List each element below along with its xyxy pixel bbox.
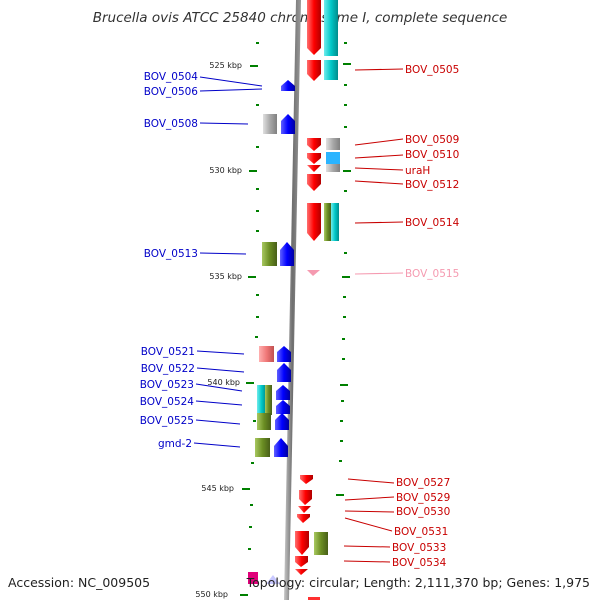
gene-arrow-gmd-2 <box>274 438 288 457</box>
gene-arrow-lavender <box>266 575 280 584</box>
scale-label-535: 535 kbp <box>209 272 242 281</box>
label-BOV_0529[interactable]: BOV_0529 <box>396 492 450 504</box>
gene-arrow-BOV_0522 <box>277 363 291 382</box>
gene-arrow-BOV_0530 <box>298 506 311 513</box>
feature-BOV_0513-olive <box>262 242 277 266</box>
feature-magenta <box>248 572 258 584</box>
gene-arrow-BOV_0521 <box>277 346 291 362</box>
gene-arrow-BOV_0529 <box>299 490 312 505</box>
scale-label-545: 545 kbp <box>201 484 234 493</box>
gene-arrow-BOV_0513 <box>280 242 294 266</box>
label-BOV_0521[interactable]: BOV_0521 <box>141 346 195 358</box>
label-uraH[interactable]: uraH <box>405 165 430 177</box>
gene-arrow-BOV_0505 <box>307 60 321 81</box>
label-BOV_0515[interactable]: BOV_0515 <box>405 268 459 280</box>
feature-BOV_0514-cyan <box>331 203 339 241</box>
gene-arrow-uraH <box>307 165 321 172</box>
label-BOV_0509[interactable]: BOV_0509 <box>405 134 459 146</box>
gene-arrow-BOV_0508 <box>281 114 295 134</box>
label-BOV_0522[interactable]: BOV_0522 <box>141 363 195 375</box>
gene-arrow-BOV_0534 <box>295 556 308 567</box>
gene-arrow-BOV_0523 <box>276 385 290 400</box>
leader-line-BOV_0515 <box>354 272 404 275</box>
label-BOV_0510[interactable]: BOV_0510 <box>405 149 459 161</box>
feature-bottom-red <box>308 597 320 600</box>
reverse-features <box>295 0 340 600</box>
gene-arrow-top <box>307 0 321 55</box>
label-BOV_0533[interactable]: BOV_0533 <box>392 542 446 554</box>
label-BOV_0508[interactable]: BOV_0508 <box>144 118 198 130</box>
feature-BOV_0505-cyan <box>324 60 338 80</box>
gene-arrow-BOV_0509 <box>307 138 321 151</box>
gene-arrow-BOV_0512 <box>307 174 321 191</box>
label-BOV_0505[interactable]: BOV_0505 <box>405 64 459 76</box>
label-BOV_0514[interactable]: BOV_0514 <box>405 217 460 229</box>
feature-BOV_0533-olive <box>314 532 328 555</box>
forward-features <box>248 80 295 584</box>
gene-arrow-BOV_0533 <box>295 531 309 555</box>
label-BOV_0524[interactable]: BOV_0524 <box>140 396 195 408</box>
gene-arrow-BOV_0534b <box>295 569 308 575</box>
label-BOV_0523[interactable]: BOV_0523 <box>140 379 194 391</box>
gene-arrow-BOV_0510 <box>307 153 321 164</box>
gene-arrow-BOV_0527 <box>300 475 313 484</box>
gene-arrow-BOV_0514 <box>307 203 321 241</box>
feature-BOV_0510-cyan <box>326 152 340 164</box>
gene-arrow-BOV_0506 <box>281 80 295 91</box>
label-BOV_0534[interactable]: BOV_0534 <box>392 557 447 569</box>
feature-BOV_0525-olive <box>257 413 271 430</box>
feature-BOV_0509-gray <box>326 138 340 150</box>
feature-BOV_0508-gray <box>263 114 277 134</box>
label-BOV_0527[interactable]: BOV_0527 <box>396 477 450 489</box>
gene-arrow-BOV_0524 <box>276 400 290 414</box>
feature-BOV_0514-olive <box>324 203 331 241</box>
label-BOV_0525[interactable]: BOV_0525 <box>140 415 194 427</box>
feature-top-cyan <box>324 0 338 56</box>
label-BOV_0531[interactable]: BOV_0531 <box>394 526 448 538</box>
left-leader-lines <box>193 76 263 448</box>
feature-gmd-2-olive <box>255 438 270 457</box>
scale-label-525: 525 kbp <box>209 61 242 70</box>
gene-arrow-BOV_0525 <box>275 413 289 430</box>
feature-BOV_0523-cyan <box>257 385 266 415</box>
scale-label-550: 550 kbp <box>195 590 228 599</box>
backbone-line <box>284 0 301 600</box>
gene-arrow-BOV_0531 <box>297 514 310 523</box>
label-BOV_0513[interactable]: BOV_0513 <box>144 248 198 260</box>
scale-label-530: 530 kbp <box>209 166 242 175</box>
label-BOV_0530[interactable]: BOV_0530 <box>396 506 450 518</box>
feature-uraH-gray <box>326 164 340 172</box>
right-leader-lines <box>343 68 404 563</box>
label-gmd-2[interactable]: gmd-2 <box>158 438 192 450</box>
accession-label: Accession: NC_009505 <box>8 575 151 590</box>
tick-marks <box>240 42 351 596</box>
label-BOV_0504[interactable]: BOV_0504 <box>144 71 199 83</box>
scale-label-540: 540 kbp <box>207 378 240 387</box>
topology-summary: Topology: circular; Length: 2,111,370 bp… <box>246 575 590 590</box>
feature-BOV_0521-pink <box>259 346 274 362</box>
label-BOV_0512[interactable]: BOV_0512 <box>405 179 459 191</box>
feature-BOV_0523-olive <box>265 385 272 415</box>
label-BOV_0506[interactable]: BOV_0506 <box>144 86 199 98</box>
gene-arrow-BOV_0515 <box>307 270 320 276</box>
